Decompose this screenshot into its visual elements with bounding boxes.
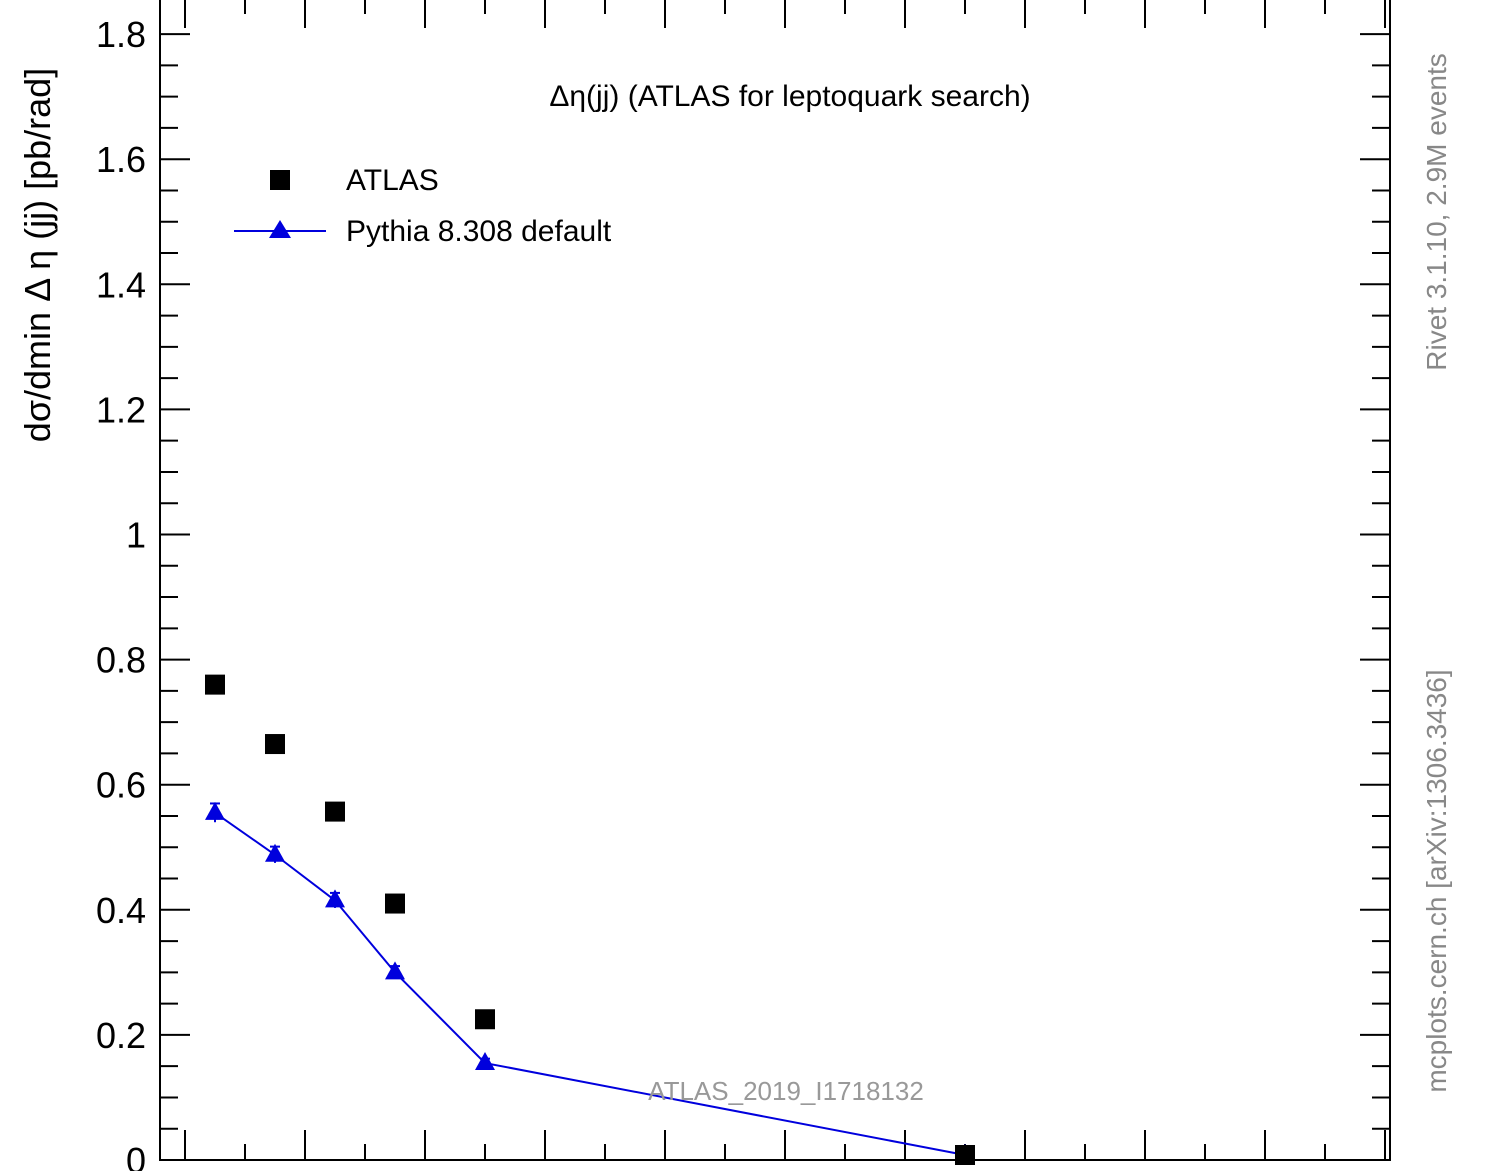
legend-marker-atlas — [270, 170, 290, 190]
atlas-point — [265, 734, 285, 755]
y-tick-label: 1.8 — [96, 14, 146, 55]
series-layer — [205, 674, 975, 1165]
y-tick-label: 1.2 — [96, 389, 146, 430]
pythia-point — [205, 801, 225, 820]
plot-frame — [159, 0, 1391, 1161]
x-axis-ticks — [184, 0, 1386, 1160]
y-tick-label: 1.4 — [96, 264, 146, 305]
pythia-point — [385, 961, 405, 980]
y-tick-label: 0.4 — [96, 890, 146, 931]
y-axis-ticks: 0 0.2 0.4 0.6 0.8 1 1.2 1.4 1.6 1.8 — [96, 14, 1390, 1171]
y-tick-label: 0.2 — [96, 1015, 146, 1056]
pythia-point — [265, 843, 285, 862]
legend-label-pythia: Pythia 8.308 default — [346, 215, 612, 248]
pythia-line — [214, 812, 966, 1156]
legend-label-atlas: ATLAS — [346, 164, 439, 197]
atlas-point — [475, 1009, 495, 1030]
pythia-point — [325, 889, 345, 908]
atlas-point — [955, 1144, 975, 1165]
chart-title: Δη(jj) (ATLAS for leptoquark search) — [549, 80, 1030, 113]
pythia-point — [475, 1052, 495, 1071]
y-tick-label: 0 — [126, 1140, 146, 1171]
y-axis-label: dσ/dmin Δ η (jj) [pb/rad] — [17, 68, 58, 442]
y-tick-label: 0.8 — [96, 640, 146, 681]
analysis-watermark: ATLAS_2019_I1718132 — [648, 1076, 924, 1106]
atlas-point — [325, 801, 345, 822]
rivet-label: Rivet 3.1.10, 2.9M events — [1421, 53, 1452, 371]
atlas-point — [205, 674, 225, 695]
mcplots-label: mcplots.cern.ch [arXiv:1306.3436] — [1421, 669, 1452, 1092]
y-tick-label: 1 — [126, 515, 146, 556]
legend-marker-pythia — [269, 220, 291, 238]
legend: ATLAS Pythia 8.308 default — [234, 164, 612, 248]
y-tick-label: 0.6 — [96, 765, 146, 806]
y-tick-label: 1.6 — [96, 139, 146, 180]
atlas-point — [385, 893, 405, 914]
